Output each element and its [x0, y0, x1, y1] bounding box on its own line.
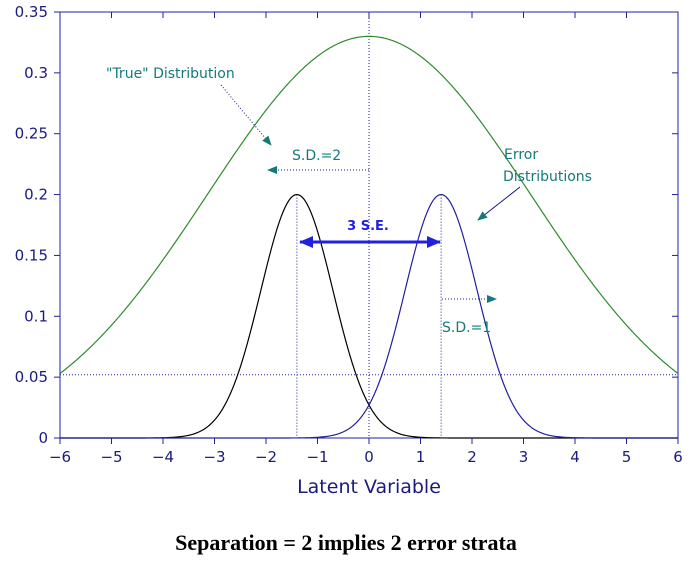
x-tick-label: −5: [100, 448, 122, 466]
y-tick-label: 0: [38, 429, 48, 447]
x-tick-label: 3: [519, 448, 529, 466]
y-tick-label: 0.35: [15, 3, 48, 21]
leader-true-distribution: [220, 84, 272, 146]
annotation-error-line-2: Distributions: [503, 169, 592, 185]
annotation-error-line-1: Error: [504, 147, 538, 163]
x-tick-label: −1: [306, 448, 328, 466]
figure-caption: Separation = 2 implies 2 error strata: [175, 530, 517, 555]
annotation-3-se: 3 S.E.: [347, 219, 389, 234]
ticks-layer: −6 −5 −4 −3 −2 −1 0 1 2 3 4 5 6 0 0.05 0.1 0.15 0.2 0.25 0.…: [15, 3, 683, 466]
y-tick-label: 0.2: [24, 186, 48, 204]
y-tick-label: 0.05: [15, 368, 48, 386]
annotation-true-distribution: "True" Distribution: [106, 66, 235, 82]
y-tick-label: 0.15: [15, 246, 48, 264]
x-tick-label: 1: [416, 448, 426, 466]
x-tick-label: −4: [152, 448, 174, 466]
x-tick-label: 5: [622, 448, 632, 466]
x-tick-label: −2: [255, 448, 277, 466]
series-line-1: [59, 35, 679, 374]
x-tick-label: 4: [570, 448, 580, 466]
y-tick-label: 0.1: [24, 307, 48, 325]
x-tick-label: −6: [49, 448, 71, 466]
annotation-sd-1: S.D.=1: [442, 320, 491, 336]
x-tick-label: 0: [364, 448, 374, 466]
x-tick-label: 6: [673, 448, 683, 466]
leader-error-distributions: [477, 186, 521, 221]
annotation-sd-2: S.D.=2: [292, 148, 341, 164]
x-tick-label: −3: [203, 448, 225, 466]
reference-lines: [60, 12, 678, 438]
x-tick-label: 2: [467, 448, 477, 466]
y-tick-label: 0.25: [15, 125, 48, 143]
y-tick-label: 0.3: [24, 64, 48, 82]
x-axis-title: Latent Variable: [297, 476, 441, 498]
